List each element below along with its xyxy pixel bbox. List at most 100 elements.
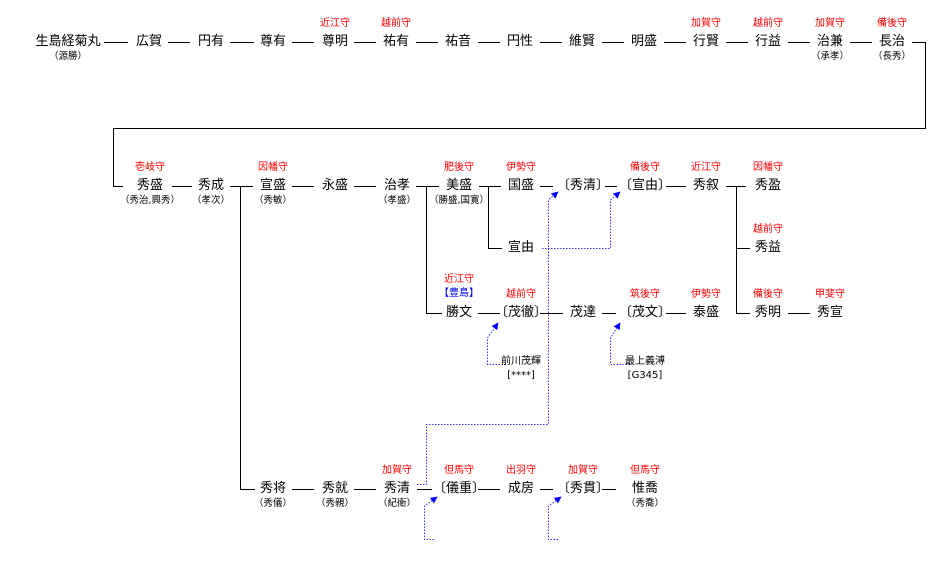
- person-name: 〔宣由〕: [618, 178, 672, 193]
- person-node: 尊有: [260, 34, 286, 50]
- person-node: 因幡守 秀盈: [753, 162, 783, 194]
- person-node: 加賀守 治兼 （承孝）: [811, 18, 849, 63]
- person-name: 行益: [754, 34, 782, 49]
- link-arrow: [487, 322, 506, 365]
- title-label: 筑後守: [629, 289, 660, 300]
- person-node: 但馬守 〔儀重〕: [432, 465, 486, 497]
- person-node: 伊勢守 泰盛: [691, 289, 721, 321]
- person-name: 美盛: [445, 178, 472, 193]
- person-name: 秀成: [197, 178, 225, 193]
- branch-line: [488, 186, 502, 249]
- clan-label: 【豊島】: [438, 288, 479, 299]
- person-name: 成房: [507, 481, 535, 496]
- person-node: 永盛: [322, 178, 348, 194]
- title-label: 加賀守: [567, 465, 598, 476]
- person-name: 〔儀重〕: [432, 481, 486, 496]
- title-label: 但馬守: [629, 465, 660, 476]
- alias-note: （勝盛,国寛）: [428, 195, 490, 206]
- alias-note: （源勝）: [48, 51, 88, 62]
- title-label: 加賀守: [690, 18, 721, 29]
- person-name: 宣由: [507, 240, 535, 255]
- title-label: 近江守: [690, 162, 721, 173]
- person-node: 但馬守惟喬 （秀喬）: [625, 465, 665, 510]
- person-node: 加賀守秀清 （紀衛）: [377, 465, 417, 510]
- person-name: 行賢: [692, 34, 720, 49]
- alias-note: （長秀）: [872, 51, 912, 62]
- person-name: 〔茂文〕: [618, 305, 672, 320]
- reference-note: 前川茂輝 [****]: [501, 355, 541, 383]
- title-label: 因幡守: [257, 162, 288, 173]
- person-node: 因幡守 宣盛 （秀敏）: [254, 162, 292, 207]
- person-node: 治孝 （孝盛）: [378, 178, 416, 207]
- person-name: 円性: [506, 34, 534, 49]
- title-label: 加賀守: [814, 18, 845, 29]
- link-arrow: [424, 496, 438, 540]
- person-name: 永盛: [321, 178, 349, 193]
- person-node: 出羽守 成房: [506, 465, 536, 497]
- person-node: 秀将 （秀儀）: [254, 481, 292, 510]
- alias-note: （秀親）: [315, 498, 355, 509]
- person-name: 円有: [197, 34, 225, 49]
- alias-note: （紀衛）: [377, 498, 417, 509]
- person-name: 生島経菊丸: [35, 34, 101, 49]
- person-node: 加賀守 〔秀貫〕: [557, 465, 609, 497]
- wrap-connector: [113, 42, 926, 187]
- title-label: 備後守: [752, 289, 783, 300]
- person-name: 秀叙: [692, 178, 720, 193]
- person-node: 越前守 祐有: [381, 18, 411, 50]
- person-name: 長治: [878, 34, 906, 49]
- branch-line: [426, 186, 442, 314]
- title-label: 越前守: [752, 224, 783, 235]
- person-node: 〔秀清〕: [557, 178, 609, 194]
- person-name: 秀宣: [816, 305, 844, 320]
- person-node: 越前守 行益: [753, 18, 783, 50]
- person-name: 秀明: [754, 305, 782, 320]
- reference-name: 前川茂輝: [501, 356, 541, 367]
- person-name: 秀益: [754, 240, 782, 255]
- title-label: 但馬守: [443, 465, 474, 476]
- link-arrow: [542, 191, 621, 249]
- person-name: 秀清: [383, 481, 411, 496]
- alias-note: （秀喬）: [625, 498, 665, 509]
- title-label: 備後守: [629, 162, 660, 173]
- person-name: 宣盛: [259, 178, 287, 193]
- link-arrow: [548, 496, 562, 540]
- person-node: 【豊島】 近江守 勝文: [439, 274, 479, 321]
- person-name: 広賀: [135, 34, 163, 49]
- person-name: 勝文: [445, 305, 473, 320]
- person-node: 壱岐守 秀盛 （秀治,興秀）: [120, 162, 180, 207]
- person-node: 越前守 秀益: [753, 224, 783, 256]
- person-name: 惟喬: [631, 481, 659, 496]
- person-name: 秀盛: [136, 178, 163, 193]
- person-node: 越前守 〔茂徹〕: [495, 289, 547, 321]
- person-node: 近江守 尊明: [320, 18, 350, 50]
- person-name: 秀将: [259, 481, 287, 496]
- person-node: 宣由: [508, 240, 534, 256]
- person-name: 祐有: [382, 34, 410, 49]
- person-name: 治兼: [816, 34, 844, 49]
- title-label: 越前守: [505, 289, 536, 300]
- title-label: 肥後守: [444, 162, 474, 173]
- person-node: 茂達: [570, 305, 596, 321]
- person-node: 生島経菊丸 （源勝）: [35, 34, 100, 63]
- link-arrow: [417, 191, 559, 485]
- title-label: 近江守: [443, 274, 474, 285]
- person-name: 泰盛: [692, 305, 720, 320]
- person-node: 秀成 （孝次）: [192, 178, 230, 207]
- title-label: 出羽守: [505, 465, 536, 476]
- title-label: 伊勢守: [505, 162, 536, 173]
- title-label: 壱岐守: [135, 162, 165, 173]
- title-label: 加賀守: [381, 465, 412, 476]
- person-node: 甲斐守 秀宣: [815, 289, 845, 321]
- reference-name: 最上義溥: [625, 356, 665, 367]
- person-name: 祐音: [444, 34, 472, 49]
- title-label: 伊勢守: [690, 289, 721, 300]
- person-name: 国盛: [507, 178, 535, 193]
- person-name: 維賢: [568, 34, 596, 49]
- person-node: 近江守 秀叙: [691, 162, 721, 194]
- title-label: 備後守: [876, 18, 907, 29]
- person-name: 尊有: [259, 34, 287, 49]
- person-node: 筑後守 〔茂文〕: [618, 289, 672, 321]
- alias-note: （孝盛）: [377, 195, 417, 206]
- reference-code: [G345]: [627, 370, 663, 381]
